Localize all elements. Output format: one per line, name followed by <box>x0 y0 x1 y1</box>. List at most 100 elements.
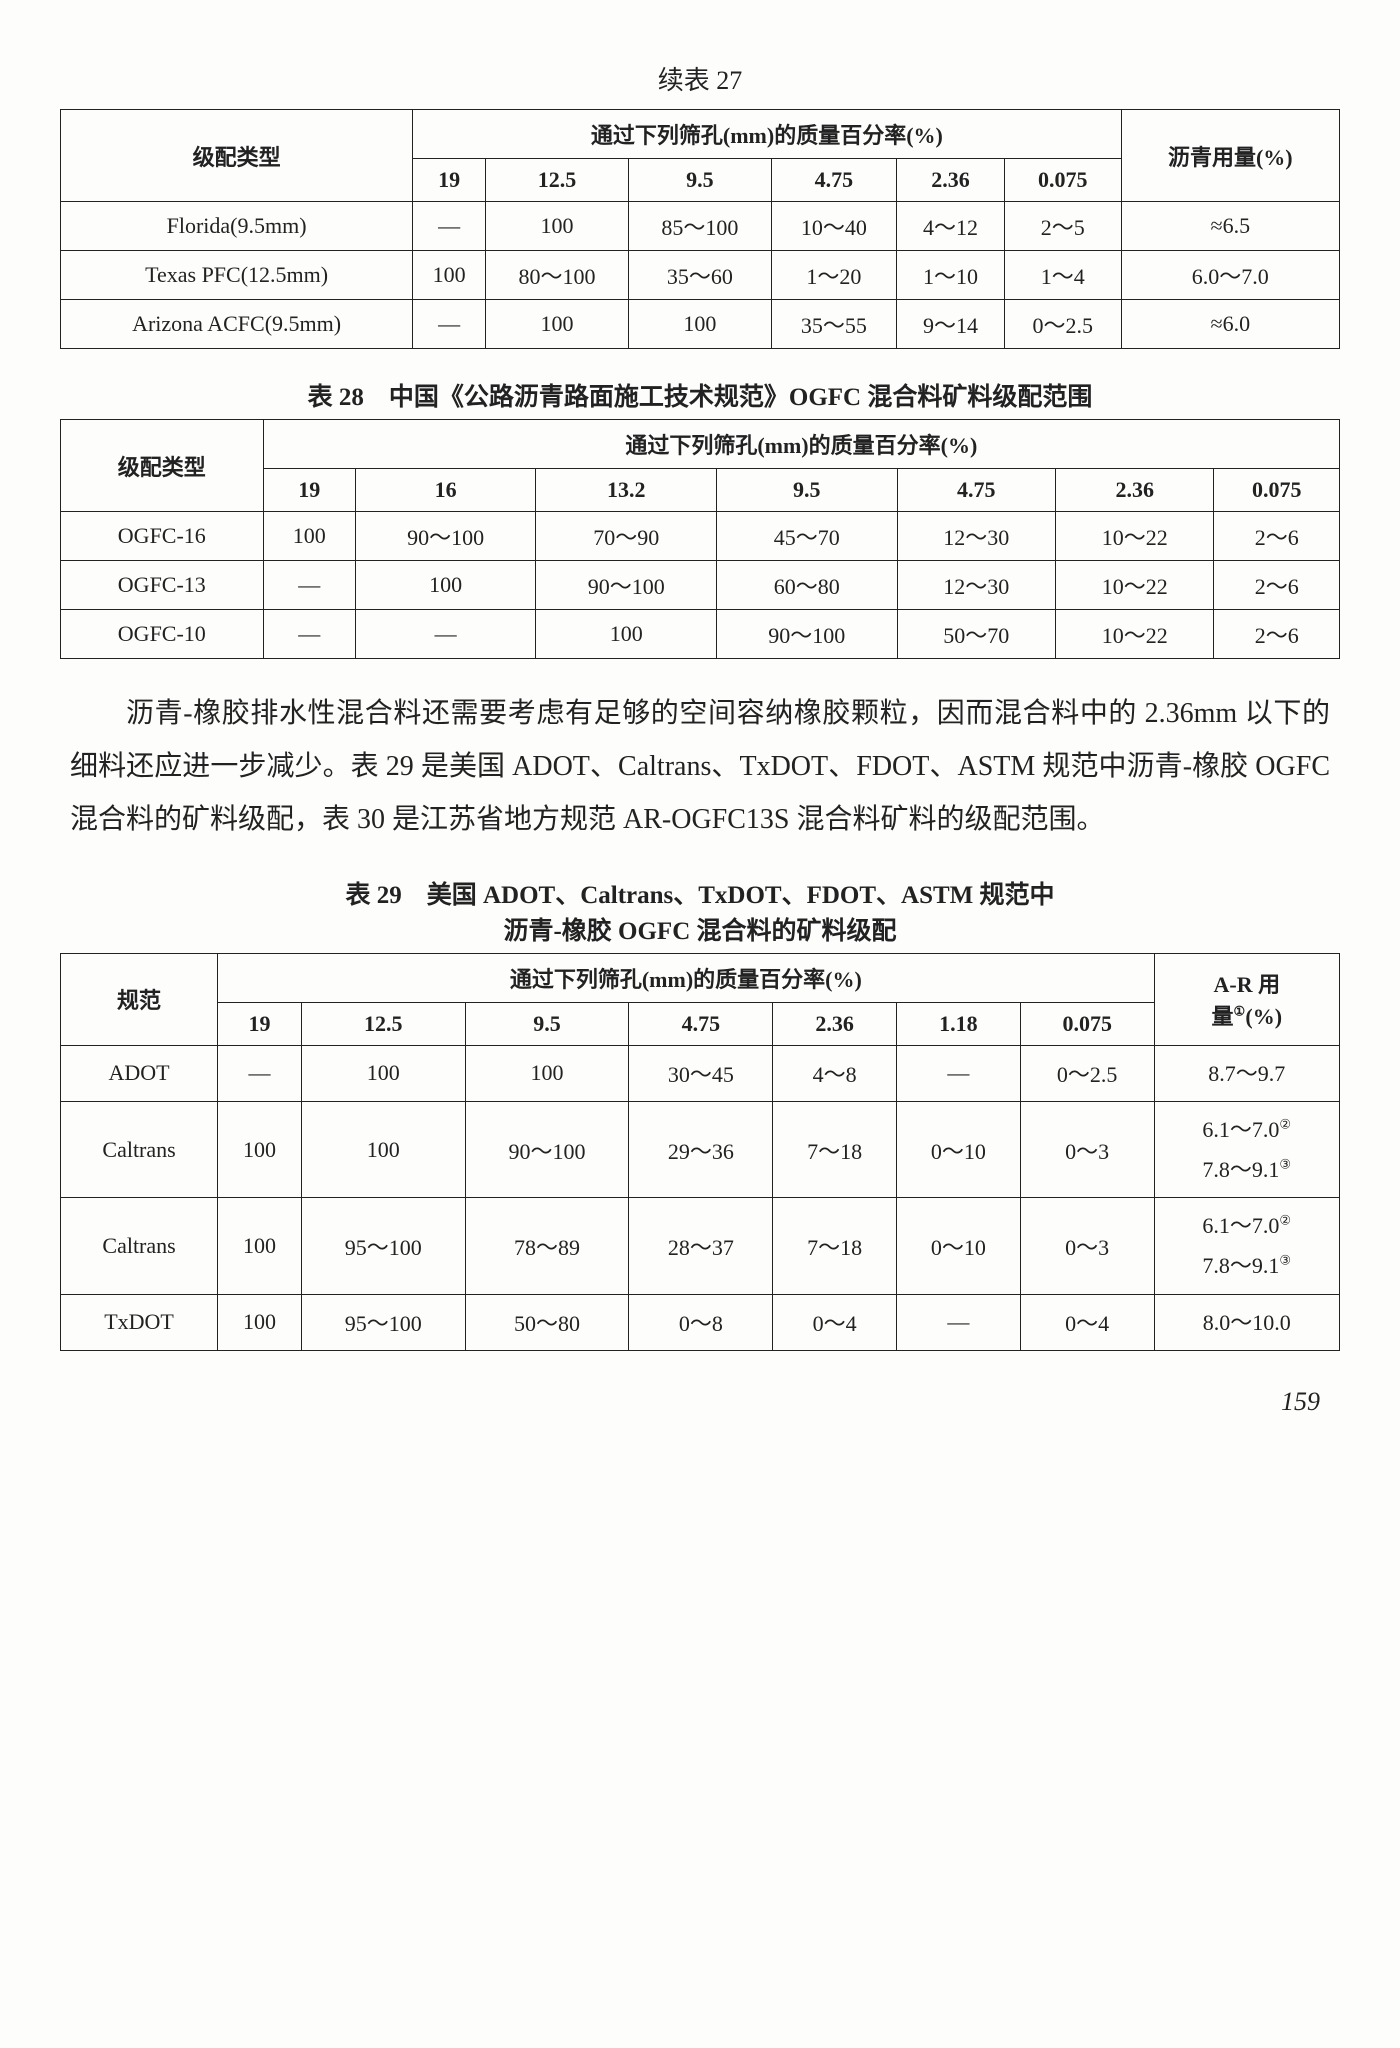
table29: 规范 通过下列筛孔(mm)的质量百分率(%) A-R 用 量①(%) 1912.… <box>60 953 1340 1352</box>
table29-caption-1: 表 29 美国 ADOT、Caltrans、TxDOT、FDOT、ASTM 规范… <box>60 875 1340 911</box>
table28-caption: 表 28 中国《公路沥青路面施工技术规范》OGFC 混合料矿料级配范围 <box>60 377 1340 413</box>
t27-sieve-col: 0.075 <box>1004 159 1121 202</box>
t27-cell: 80～100 <box>486 251 629 300</box>
table29-caption-2: 沥青-橡胶 OGFC 混合料的矿料级配 <box>60 911 1340 947</box>
t28-cell: 2～6 <box>1214 561 1340 610</box>
t28-row-name: OGFC-16 <box>61 512 264 561</box>
t27-cell: 100 <box>413 251 486 300</box>
t28-col-mid: 通过下列筛孔(mm)的质量百分率(%) <box>263 420 1339 469</box>
t29-cell: 50～80 <box>465 1294 629 1351</box>
t29-cell: 100 <box>218 1198 302 1294</box>
table27-caption: 续表 27 <box>60 60 1340 97</box>
t29-row-name: TxDOT <box>61 1294 218 1351</box>
t29-cell: 29～36 <box>629 1102 773 1198</box>
t29-ar-a: A-R 用 <box>1213 972 1280 997</box>
table-row: OGFC-13—10090～10060～8012～3010～222～6 <box>61 561 1340 610</box>
t29-cell: 0～4 <box>1020 1294 1154 1351</box>
t28-sieve-col: 16 <box>355 469 536 512</box>
t28-sieve-col: 19 <box>263 469 355 512</box>
t29-row-name: ADOT <box>61 1045 218 1102</box>
t29-cell: 100 <box>301 1045 465 1102</box>
t29-ar-b: 量①(%) <box>1212 1004 1283 1029</box>
t27-cell: 4～12 <box>897 202 1005 251</box>
t28-row-name: OGFC-10 <box>61 610 264 659</box>
t29-cell: 0～10 <box>897 1102 1021 1198</box>
t29-cell: 100 <box>465 1045 629 1102</box>
table-row: ADOT—10010030～454～8—0～2.58.7～9.7 <box>61 1045 1340 1102</box>
t28-cell: 90～100 <box>355 512 536 561</box>
t27-cell: 100 <box>486 300 629 349</box>
t29-ar-cell: 8.7～9.7 <box>1154 1045 1339 1102</box>
t27-sieve-col: 2.36 <box>897 159 1005 202</box>
t28-row-name: OGFC-13 <box>61 561 264 610</box>
t29-cell: 100 <box>218 1294 302 1351</box>
t29-ar-cell: 8.0～10.0 <box>1154 1294 1339 1351</box>
t28-cell: 70～90 <box>536 512 717 561</box>
t27-cell: — <box>413 300 486 349</box>
t29-cell: 7～18 <box>773 1198 897 1294</box>
table-row: OGFC-10——10090～10050～7010～222～6 <box>61 610 1340 659</box>
t28-sieve-col: 2.36 <box>1056 469 1214 512</box>
t28-cell: 90～100 <box>536 561 717 610</box>
t27-cell: 2～5 <box>1004 202 1121 251</box>
t28-cell: 10～22 <box>1056 512 1214 561</box>
t29-cell: 100 <box>301 1102 465 1198</box>
table-row: Caltrans10095～10078～8928～377～180～100～36.… <box>61 1198 1340 1294</box>
t29-cell: 95～100 <box>301 1294 465 1351</box>
t27-col-mid: 通过下列筛孔(mm)的质量百分率(%) <box>413 110 1121 159</box>
t29-cell: 0～3 <box>1020 1102 1154 1198</box>
t28-sieve-col: 4.75 <box>897 469 1055 512</box>
t29-row-name: Caltrans <box>61 1198 218 1294</box>
t29-col-spec: 规范 <box>61 953 218 1045</box>
t27-col-type: 级配类型 <box>61 110 413 202</box>
t28-cell: 2～6 <box>1214 512 1340 561</box>
t29-cell: 0～2.5 <box>1020 1045 1154 1102</box>
t29-ar-cell: 6.1～7.0②7.8～9.1③ <box>1154 1198 1339 1294</box>
t29-col-mid: 通过下列筛孔(mm)的质量百分率(%) <box>218 953 1154 1002</box>
t29-cell: 90～100 <box>465 1102 629 1198</box>
t28-cell: 12～30 <box>897 561 1055 610</box>
t29-cell: 0～10 <box>897 1198 1021 1294</box>
t27-ac-cell: 6.0～7.0 <box>1121 251 1339 300</box>
t27-row-name: Arizona ACFC(9.5mm) <box>61 300 413 349</box>
t29-sieve-col: 12.5 <box>301 1002 465 1045</box>
t28-cell: 100 <box>263 512 355 561</box>
table-row: Texas PFC(12.5mm)10080～10035～601～201～101… <box>61 251 1340 300</box>
t29-col-ar: A-R 用 量①(%) <box>1154 953 1339 1045</box>
t27-ac-cell: ≈6.0 <box>1121 300 1339 349</box>
t27-cell: 35～60 <box>628 251 771 300</box>
t27-cell: 35～55 <box>771 300 896 349</box>
t28-cell: 100 <box>536 610 717 659</box>
t28-cell: 12～30 <box>897 512 1055 561</box>
t27-row-name: Florida(9.5mm) <box>61 202 413 251</box>
t28-cell: 10～22 <box>1056 610 1214 659</box>
t27-cell: 1～20 <box>771 251 896 300</box>
t29-cell: — <box>218 1045 302 1102</box>
t27-cell: 0～2.5 <box>1004 300 1121 349</box>
t28-col-type: 级配类型 <box>61 420 264 512</box>
t29-sieve-col: 4.75 <box>629 1002 773 1045</box>
t29-cell: 100 <box>218 1102 302 1198</box>
table28: 级配类型 通过下列筛孔(mm)的质量百分率(%) 191613.29.54.75… <box>60 419 1340 659</box>
t29-cell: 4～8 <box>773 1045 897 1102</box>
t27-cell: 10～40 <box>771 202 896 251</box>
t29-sieve-col: 2.36 <box>773 1002 897 1045</box>
table-row: Florida(9.5mm)—10085～10010～404～122～5≈6.5 <box>61 202 1340 251</box>
t29-cell: — <box>897 1045 1021 1102</box>
t28-cell: 60～80 <box>716 561 897 610</box>
t29-cell: 0～4 <box>773 1294 897 1351</box>
t27-cell: — <box>413 202 486 251</box>
t28-cell: 2～6 <box>1214 610 1340 659</box>
t27-sieve-col: 12.5 <box>486 159 629 202</box>
t27-col-ac: 沥青用量(%) <box>1121 110 1339 202</box>
t28-cell: 100 <box>355 561 536 610</box>
t27-sieve-col: 19 <box>413 159 486 202</box>
table-row: TxDOT10095～10050～800～80～4—0～48.0～10.0 <box>61 1294 1340 1351</box>
t28-cell: — <box>263 561 355 610</box>
t29-cell: 78～89 <box>465 1198 629 1294</box>
table-row: Caltrans10010090～10029～367～180～100～36.1～… <box>61 1102 1340 1198</box>
t27-ac-cell: ≈6.5 <box>1121 202 1339 251</box>
t29-sieve-col: 19 <box>218 1002 302 1045</box>
t27-sieve-col: 4.75 <box>771 159 896 202</box>
t28-cell: — <box>355 610 536 659</box>
